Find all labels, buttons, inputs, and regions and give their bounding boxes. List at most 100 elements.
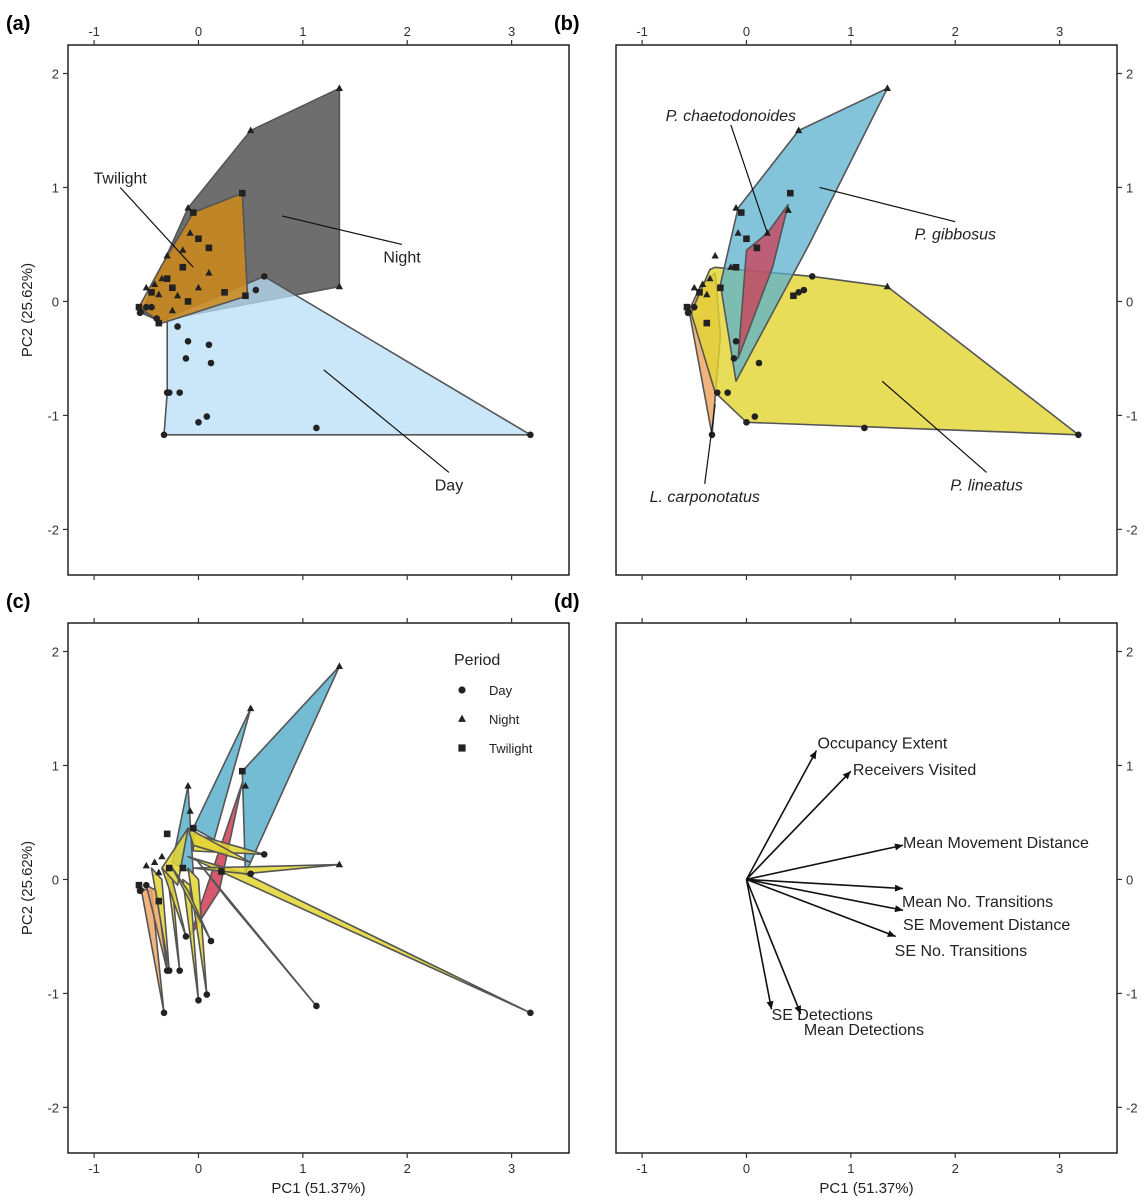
legend-marker-day [458,686,466,694]
point-twilight [696,289,703,296]
panel-frame [615,44,1118,576]
point-twilight [165,864,173,872]
arrowhead [766,1000,774,1010]
y-tick-label: -1 [1126,986,1138,1001]
x-tick-label: 3 [1056,24,1063,39]
point-twilight [753,244,761,252]
x-tick-label: 2 [952,1161,959,1176]
hull-3 [189,781,244,938]
point-night [158,274,166,282]
point-night [142,283,150,291]
legend-item: Day [489,683,513,698]
arrowhead [894,843,904,851]
point-day [176,967,183,974]
x-tick-label: 2 [952,24,959,39]
point-day [743,418,750,426]
y-tick-label: 1 [52,758,59,773]
x-tick-label: 1 [299,1161,306,1176]
point-twilight [189,209,197,216]
point-day [176,389,183,396]
x-tick-label: 3 [1056,1161,1063,1176]
hull-1 [192,707,252,841]
hull-16 [171,867,212,942]
annotation-label: Night [383,249,421,266]
legend-marker-night [458,714,466,722]
point-twilight [189,824,197,832]
point-night [155,290,163,298]
panel-frame [615,622,1118,1154]
x-tick-label: 1 [847,24,854,39]
panel-d: Occupancy Extent Receivers Visited Mean Mo… [554,591,1138,1197]
x-axis-title: PC1 (51.37%) [819,1180,913,1197]
hull-17 [161,867,187,938]
annotation-line [704,403,716,484]
point-night [703,290,711,298]
legend-marker-twilight [458,744,466,752]
point-night [168,306,177,314]
point-day [203,413,211,420]
point-night [194,283,203,291]
point-night [151,280,159,287]
point-night [335,84,344,91]
point-day [203,991,211,998]
point-night [784,206,792,213]
point-night [883,84,892,91]
point-night [247,126,255,134]
point-night [158,852,166,860]
panel-letter: (d) [554,591,580,613]
point-day [732,338,740,345]
point-twilight [218,868,225,875]
point-twilight [683,303,691,311]
vector-label: Receivers Visited [853,762,976,779]
hull-6 [197,861,318,1007]
hull-8 [187,827,252,864]
point-night [727,263,735,270]
point-day [751,413,759,420]
point-day [165,389,173,396]
point-day [182,933,190,940]
y-axis-title: PC2 (25.62%) [19,263,36,357]
y-tick-label: 2 [52,66,59,81]
plot-area [135,84,534,439]
point-night [151,858,159,865]
point-night [732,204,740,211]
y-tick-label: 2 [1126,644,1133,659]
vector-label: SE Movement Distance [903,917,1070,934]
annotation-label: P. lineatus [950,477,1023,494]
plot-area: Occupancy Extent Receivers Visited Mean Mo… [745,736,1089,1039]
legend: Period Day Night Twilight [454,652,533,756]
point-day [160,1009,168,1017]
hull-0 [241,665,341,875]
arrowhead [894,905,904,913]
point-night [186,229,194,236]
vector-label: Mean Detections [804,1022,924,1039]
x-tick-label: 1 [299,24,306,39]
point-day [1075,431,1082,439]
annotation-line [730,124,768,234]
point-day [207,359,215,367]
arrowhead [809,750,817,760]
point-day [800,286,808,294]
plot-area [683,84,1082,439]
point-night [699,280,707,287]
x-tick-label: 0 [743,24,750,39]
vector-label: Mean No. Transitions [902,894,1053,911]
y-tick-label: 1 [52,180,59,195]
point-day [795,289,802,296]
point-day [195,996,202,1004]
x-tick-label: 0 [195,1161,202,1176]
hull-14 [182,878,200,1002]
point-twilight [239,767,246,775]
y-tick-label: -2 [1126,522,1138,537]
annotation-label: L. carponotatus [650,489,760,506]
point-night [335,662,344,669]
x-tick-label: -1 [88,1161,100,1176]
point-day [160,431,168,439]
point-day [861,424,868,432]
point-day [174,323,181,330]
point-twilight [135,881,143,889]
point-day [730,355,738,362]
point-twilight [184,298,192,305]
point-day [148,303,155,311]
